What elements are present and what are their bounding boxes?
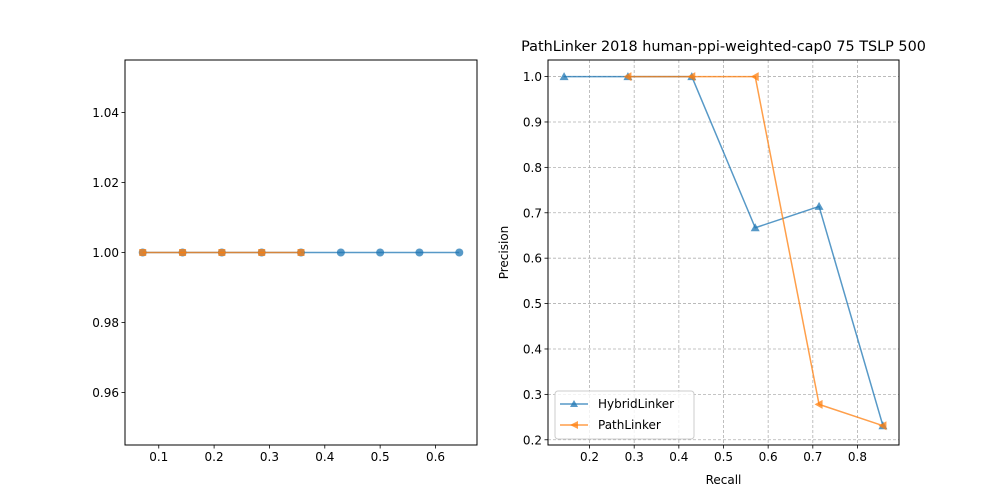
x-tick-label: 0.7	[803, 450, 822, 464]
right-plot-frame	[547, 59, 900, 446]
x-tick-label: 0.8	[848, 450, 867, 464]
data-point-series-0	[415, 248, 424, 257]
data-point-hybridlinker	[814, 201, 824, 210]
x-tick-label: 0.3	[260, 450, 279, 464]
data-point-pathlinker	[750, 72, 759, 82]
series-line-hybridlinker	[564, 75, 884, 426]
data-point-hybridlinker	[750, 223, 760, 232]
x-tick-label: 0.2	[580, 450, 599, 464]
x-tick-label: 0.6	[426, 450, 445, 464]
data-point-series-0	[376, 248, 385, 257]
x-tick-label: 0.5	[371, 450, 390, 464]
x-axis-label: Recall	[706, 473, 742, 487]
chart-title: PathLinker 2018 human-ppi-weighted-cap0 …	[521, 39, 926, 55]
data-point-series-0	[455, 248, 464, 257]
y-tick-label: 0.98	[92, 316, 119, 330]
y-tick-label: 0.6	[523, 252, 542, 266]
y-tick-label: 0.3	[523, 388, 542, 402]
y-tick-label: 0.9	[523, 115, 542, 129]
x-tick-label: 0.4	[315, 450, 334, 464]
y-tick-label: 1.00	[92, 246, 119, 260]
data-point-series-0	[336, 248, 345, 257]
legend-marker-pathlinker	[570, 421, 578, 429]
y-axis-label: Precision	[497, 226, 511, 280]
legend-frame	[554, 390, 695, 440]
data-point-hybridlinker	[559, 72, 569, 81]
legend-label-pathlinker: PathLinker	[598, 418, 661, 432]
y-tick-label: 1.0	[523, 70, 542, 84]
data-point-series-1	[297, 249, 305, 256]
data-point-pathlinker	[878, 421, 887, 431]
x-tick-label: 0.2	[205, 450, 224, 464]
x-tick-label: 0.4	[669, 450, 688, 464]
y-tick-label: 0.96	[92, 386, 119, 400]
y-tick-label: 0.8	[523, 161, 542, 175]
left-subplot: 0.1 0.2 0.3 0.4 0.5 0.6 0.96 0.98 1.00 1.02 1.04	[92, 59, 478, 464]
left-plot-frame	[124, 59, 478, 446]
y-tick-label: 0.2	[523, 433, 542, 447]
data-point-series-1	[258, 249, 266, 256]
data-point-series-1	[139, 249, 147, 256]
x-tick-label: 0.3	[625, 450, 644, 464]
y-tick-label: 0.5	[523, 297, 542, 311]
x-tick-label: 0.6	[759, 450, 778, 464]
legend-marker-hybridlinker	[570, 400, 578, 407]
x-tick-label: 0.1	[149, 450, 168, 464]
y-tick-label: 1.02	[92, 176, 119, 190]
data-point-series-1	[218, 249, 226, 256]
y-tick-label: 0.4	[523, 342, 542, 356]
data-point-pathlinker	[687, 72, 696, 82]
x-tick-label: 0.5	[714, 450, 733, 464]
y-tick-label: 1.04	[92, 106, 119, 120]
data-point-pathlinker	[814, 399, 823, 409]
data-point-series-1	[179, 249, 187, 256]
legend-entry-hybridlinker: HybridLinker	[560, 397, 674, 411]
right-subplot: PathLinker 2018 human-ppi-weighted-cap0 …	[497, 39, 926, 487]
legend: HybridLinker PathLinker	[554, 390, 695, 440]
data-point-pathlinker	[623, 72, 632, 82]
legend-label-hybridlinker: HybridLinker	[598, 397, 674, 411]
legend-entry-pathlinker: PathLinker	[560, 418, 661, 432]
y-tick-label: 0.7	[523, 206, 542, 220]
